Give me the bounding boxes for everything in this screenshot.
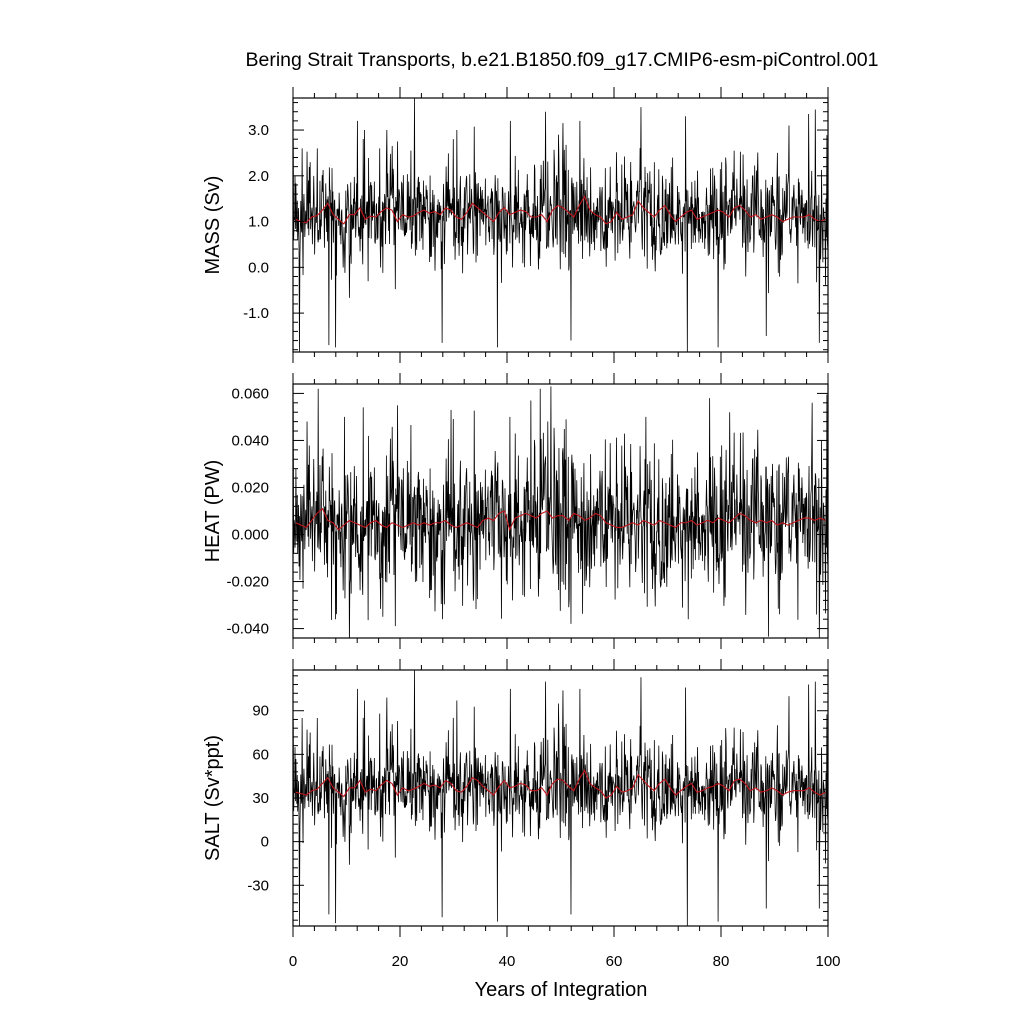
salt-ytick-label: -30 — [247, 877, 269, 894]
panels: -1.0 0.0 1.0 2.0 3.0 MASS (Sv) -0.040 -0.020 0.0… — [202, 87, 841, 970]
xtick-label: 20 — [392, 953, 409, 970]
mass-annual-mean-line — [295, 195, 826, 225]
heat-ytick-label: 0.000 — [231, 527, 269, 544]
mass-ytick-label: 1.0 — [248, 214, 269, 231]
heat-ytick-label: 0.020 — [231, 479, 269, 496]
mass-monthly-line — [293, 98, 828, 352]
salt-ytick-label: 90 — [252, 703, 269, 720]
mass-panel: -1.0 0.0 1.0 2.0 3.0 MASS (Sv) — [202, 87, 829, 363]
x-axis-title: Years of Integration — [475, 979, 648, 1001]
heat-frame — [292, 383, 829, 639]
xtick-label: 60 — [606, 953, 623, 970]
mass-ytick-label: 2.0 — [248, 168, 269, 185]
heat-panel: -0.040 -0.020 0.000 0.020 0.040 0.060 HEAT (PW… — [202, 373, 829, 649]
mass-ylabel: MASS (Sv) — [202, 176, 224, 275]
heat-ytick-label: 0.040 — [231, 432, 269, 449]
heat-ytick-label: -0.020 — [226, 574, 269, 591]
salt-ytick-label: 30 — [252, 790, 269, 807]
salt-panel: -30 0 30 60 90 SALT (Sv*ppt) — [202, 659, 829, 937]
xtick-label: 40 — [499, 953, 516, 970]
xtick-label: 100 — [815, 953, 840, 970]
mass-ytick-label: 0.0 — [248, 259, 269, 276]
salt-ylabel: SALT (Sv*ppt) — [202, 735, 224, 861]
heat-annual-mean-line — [295, 507, 826, 532]
xtick-label: 0 — [289, 953, 297, 970]
salt-annual-mean-line — [295, 769, 826, 799]
salt-ytick-label: 0 — [261, 834, 269, 851]
heat-ylabel: HEAT (PW) — [202, 460, 224, 563]
xtick-label: 80 — [713, 953, 730, 970]
salt-ytick-label: 60 — [252, 746, 269, 763]
salt-monthly-line — [293, 670, 828, 926]
mass-ytick-label: 3.0 — [248, 122, 269, 139]
mass-ytick-label: -1.0 — [243, 305, 269, 322]
mass-frame — [292, 97, 829, 353]
heat-ytick-label: 0.060 — [231, 385, 269, 402]
heat-ytick-label: -0.040 — [226, 621, 269, 638]
chart-title: Bering Strait Transports, b.e21.B1850.f0… — [245, 49, 878, 71]
